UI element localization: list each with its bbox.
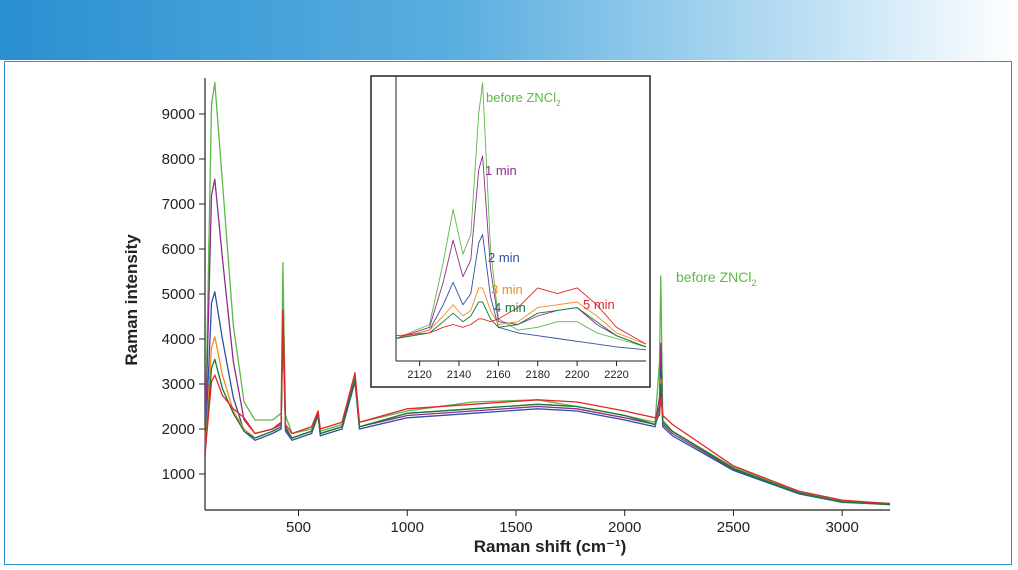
- inset-series-line-before-zncl2: [395, 82, 647, 348]
- inset-label-5-min: 5 min: [583, 297, 615, 312]
- inset-series-line-1-min: [395, 155, 647, 348]
- header-banner: [0, 0, 1018, 60]
- x-tick-label: 1500: [499, 519, 532, 536]
- y-axis-label: Raman intensity: [122, 234, 141, 366]
- inset-x-tick-label: 2140: [447, 369, 471, 381]
- inset-label-before-zncl2: before ZNCl2: [486, 90, 561, 108]
- inset-label-1-min: 1 min: [485, 163, 517, 178]
- inset-x-tick-label: 2120: [407, 369, 431, 381]
- inset-series-line-3-min: [395, 287, 647, 345]
- x-tick-label: 1000: [391, 519, 424, 536]
- series-line-5-min: [204, 309, 891, 505]
- annotation-before-zncl2-main: before ZNCl2: [676, 269, 756, 288]
- y-tick-label: 5000: [162, 286, 195, 303]
- inset-series-line-4-min: [395, 301, 647, 348]
- inset-box: [370, 75, 651, 388]
- inset-series-line-2-min: [395, 234, 647, 351]
- inset-label-4-min: 4 min: [494, 300, 526, 315]
- inset-series-line-5-min: [395, 287, 647, 345]
- inset-x-tick-label: 2200: [565, 369, 589, 381]
- y-tick-label: 8000: [162, 151, 195, 168]
- y-tick-label: 9000: [162, 106, 195, 123]
- x-tick-label: 2500: [717, 519, 750, 536]
- inset-x-tick-label: 2160: [486, 369, 510, 381]
- inset-label-3-min: 3 min: [491, 282, 523, 297]
- y-tick-label: 1000: [162, 466, 195, 483]
- inset-x-tick-label: 2220: [604, 369, 628, 381]
- inset-label-2-min: 2 min: [488, 250, 520, 265]
- inset-x-tick-label: 2180: [525, 369, 549, 381]
- y-tick-label: 4000: [162, 331, 195, 348]
- y-tick-label: 7000: [162, 196, 195, 213]
- y-tick-label: 6000: [162, 241, 195, 258]
- x-axis-label: Raman shift (cm⁻¹): [474, 537, 627, 556]
- x-tick-label: 3000: [825, 519, 858, 536]
- y-tick-label: 2000: [162, 421, 195, 438]
- x-tick-label: 500: [286, 519, 311, 536]
- x-tick-label: 2000: [608, 519, 641, 536]
- y-tick-label: 3000: [162, 376, 195, 393]
